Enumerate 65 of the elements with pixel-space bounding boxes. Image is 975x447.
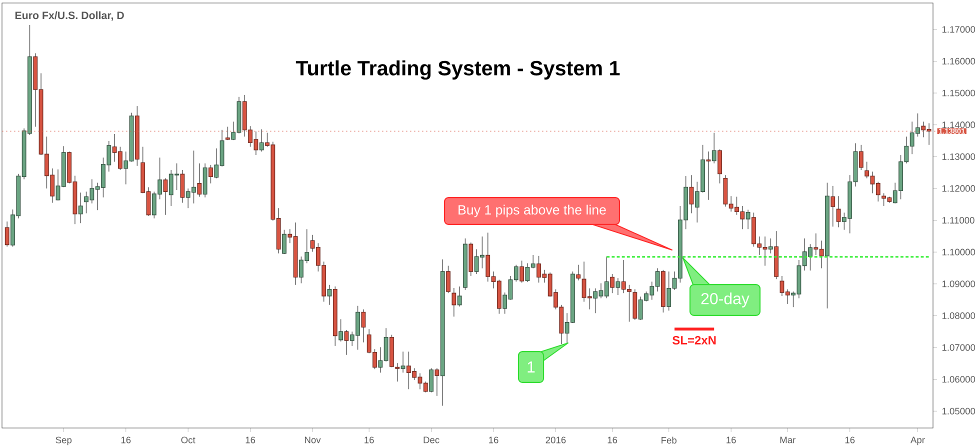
y-tick-label: 1.09000 — [942, 280, 975, 288]
candlestick — [712, 132, 716, 164]
x-tick-label: 16 — [364, 436, 374, 444]
candlestick — [706, 151, 711, 200]
candlestick — [452, 288, 456, 318]
candlestick — [395, 362, 400, 382]
y-tick-label: 1.07000 — [942, 344, 975, 351]
series-label: SL=2xN — [672, 336, 716, 345]
candlestick — [344, 330, 349, 356]
candlestick — [610, 274, 614, 294]
x-tick-label: Feb — [662, 436, 676, 444]
candlestick — [457, 286, 462, 307]
candlestick — [361, 308, 366, 343]
candlestick — [830, 186, 836, 228]
candlestick — [400, 351, 406, 374]
y-tick-label: 1.08000 — [942, 312, 975, 319]
text: Turtle Trading System - System 1 — [296, 60, 620, 80]
annotation: 1 — [528, 362, 535, 373]
candlestick — [520, 260, 524, 284]
candlestick — [746, 209, 750, 230]
candlestick — [259, 128, 264, 152]
x-tick-label: Nov — [305, 436, 321, 444]
x-tick-label: 2016 — [546, 436, 566, 444]
x-tick-label: 16 — [121, 436, 131, 444]
candlestick — [718, 148, 722, 184]
y-tick-label: 1.16000 — [942, 58, 975, 65]
x-tick-label: 16 — [608, 436, 618, 444]
x-tick-label: Sep — [56, 436, 72, 446]
candlestick — [197, 162, 202, 198]
x-tick-label: Mar — [780, 436, 796, 444]
y-tick-label: 1.06000 — [942, 376, 975, 383]
candlestick — [4, 221, 10, 248]
x-tick-label: 16 — [845, 436, 855, 444]
y-tick-label: 1.05000 — [942, 408, 975, 414]
y-tick-label: 1.12000 — [942, 185, 975, 192]
candlestick — [78, 192, 83, 224]
annotation: 20-day — [701, 292, 750, 308]
candlestick — [576, 264, 581, 281]
y-tick-label: 1.10000 — [942, 248, 975, 256]
candlestick — [338, 318, 344, 342]
candlestick — [689, 174, 694, 214]
y-tick-label: 1.11000 — [942, 216, 974, 224]
candlestick — [282, 229, 286, 254]
x-tick-label: Dec — [424, 436, 440, 444]
y-tick-label: 1.14000 — [942, 122, 975, 128]
x-tick-label: Apr — [910, 436, 925, 446]
x-tick-label: 16 — [726, 436, 736, 444]
annotation: Buy 1 pips above the line — [458, 204, 606, 218]
candlestick — [434, 368, 440, 396]
text: Euro Fx/U.S. Dollar, D — [15, 11, 124, 21]
candlestick — [180, 170, 185, 204]
candlestick — [768, 238, 773, 254]
candlestick — [208, 164, 213, 184]
x-tick-label: Oct — [181, 436, 196, 444]
candlestick — [446, 265, 450, 294]
candlestick — [858, 144, 864, 170]
candlestick — [163, 178, 168, 216]
x-tick-label: 16 — [489, 436, 498, 444]
x-tick-label: 16 — [246, 436, 256, 444]
y-tick-label: 1.15000 — [942, 90, 975, 96]
candlestick — [836, 196, 841, 228]
candlestick — [429, 368, 434, 393]
y-tick-label: 1.13000 — [942, 153, 975, 160]
candlestick — [327, 284, 332, 306]
y-tick-label: 1.17000 — [942, 26, 975, 33]
